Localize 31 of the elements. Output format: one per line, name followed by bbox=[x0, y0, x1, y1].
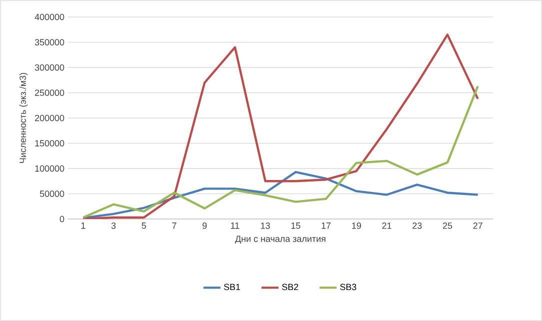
y-tick-label: 250000 bbox=[35, 90, 64, 96]
x-tick-label: 1 bbox=[81, 222, 86, 229]
x-tick-label: 15 bbox=[291, 222, 300, 229]
x-tick-label: 13 bbox=[261, 222, 270, 229]
line-series bbox=[82, 85, 479, 219]
y-tick-label: 300000 bbox=[34, 64, 64, 71]
x-tick-label: 7 bbox=[172, 222, 176, 229]
x-tick-label: 11 bbox=[231, 222, 240, 229]
x-tick-label: 3 bbox=[111, 222, 116, 229]
y-tick-label: 150000 bbox=[35, 140, 64, 146]
y-tick-label: 400000 bbox=[34, 14, 64, 20]
legend-label: SB2 bbox=[282, 284, 298, 290]
x-tick-label: 27 bbox=[473, 222, 482, 229]
y-tick-label: 50000 bbox=[40, 190, 64, 197]
line-series bbox=[82, 170, 479, 219]
legend-label: SB3 bbox=[340, 284, 356, 290]
x-tick-label: 9 bbox=[202, 222, 207, 229]
x-tick-label: 5 bbox=[142, 222, 146, 229]
legend-label: SB1 bbox=[224, 284, 240, 290]
y-tick-label: 0 bbox=[60, 216, 64, 222]
x-tick-label: 19 bbox=[352, 222, 361, 229]
x-tick-label: 23 bbox=[412, 222, 422, 229]
y-tick-label: 350000 bbox=[34, 39, 64, 46]
x-tick-label: 17 bbox=[322, 222, 331, 229]
x-axis-title: Дни с начала залития bbox=[235, 236, 326, 244]
x-tick-label: 25 bbox=[442, 222, 452, 229]
y-tick-label: 200000 bbox=[35, 114, 64, 122]
line-series bbox=[82, 34, 479, 219]
y-tick-label: 100000 bbox=[35, 165, 64, 172]
y-axis-title: Численность (экз./м3) bbox=[19, 72, 28, 163]
x-tick-label: 21 bbox=[382, 222, 392, 229]
